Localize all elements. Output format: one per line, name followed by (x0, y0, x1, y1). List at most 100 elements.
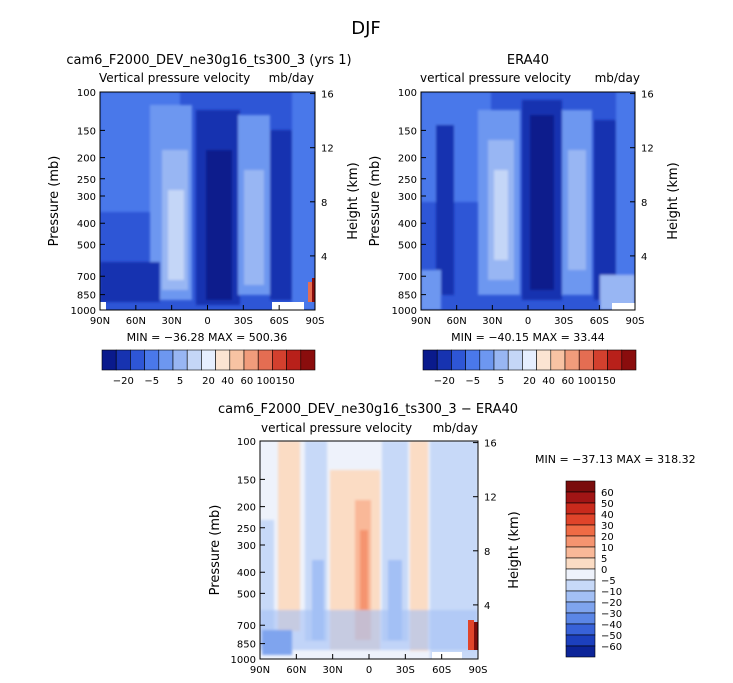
p3-missing-sh (432, 652, 462, 659)
colorbar-swatch (565, 535, 596, 548)
right-tick-label: 16 (641, 90, 654, 101)
x-tick-label: 30S (554, 316, 573, 327)
colorbar-label: 60 (561, 376, 574, 387)
y-tick-label: 150 (398, 126, 417, 137)
y-tick-label: 400 (237, 568, 256, 579)
p2-band-low-nh (421, 270, 441, 310)
x-tick-label: 60N (126, 316, 146, 327)
colorbar-swatch (565, 579, 596, 592)
right-tick-label: 8 (484, 547, 490, 558)
colorbar-swatch (565, 480, 596, 493)
colorbar-swatch (507, 349, 523, 371)
x-tick-label: 60S (270, 316, 289, 327)
y-tick-label: 850 (398, 291, 417, 302)
colorbar-label: −5 (144, 376, 159, 387)
y-tick-label: 100 (237, 437, 256, 448)
colorbar-swatch (465, 349, 481, 371)
y-tick-label: 250 (398, 175, 417, 186)
panel-era40-ylabel: Pressure (mb) (368, 156, 383, 247)
right-tick-label: 4 (484, 601, 490, 612)
y-tick-label: 850 (237, 640, 256, 651)
colorbar-swatch (607, 349, 623, 371)
x-tick-label: 90N (90, 316, 110, 327)
colorbar-label: 20 (523, 376, 536, 387)
panel-diff-ylabel-right: Height (km) (507, 511, 522, 588)
p1-missing-nh (100, 302, 106, 310)
colorbar-label: 20 (202, 376, 215, 387)
panel-model-y-ticks: 100 150 200 250 300 400 500 700 850 1000 (71, 88, 105, 317)
colorbar-label: 5 (601, 554, 607, 565)
p1-band-low-nh (100, 262, 160, 302)
colorbar-swatch (565, 546, 596, 559)
y-tick-label: 1000 (71, 306, 96, 317)
y-tick-label: 700 (398, 272, 417, 283)
colorbar-swatch (158, 349, 174, 371)
colorbar-swatch (422, 349, 438, 371)
panel-diff-subtitle-right: mb/day (433, 421, 478, 435)
y-tick-label: 200 (398, 154, 417, 165)
colorbar-swatch (565, 568, 596, 581)
p2-missing-sh (612, 303, 635, 310)
x-tick-label: 0 (525, 316, 531, 327)
colorbar-label: 40 (601, 510, 614, 521)
y-tick-label: 400 (398, 219, 417, 230)
panel-era40-plot-area (421, 92, 635, 310)
p1-missing-sh (272, 302, 304, 310)
x-tick-label: 30N (162, 316, 182, 327)
colorbar-swatch (243, 349, 259, 371)
p3-max-cell-1 (468, 620, 474, 650)
colorbar-label: 50 (601, 499, 614, 510)
x-tick-label: 0 (204, 316, 210, 327)
colorbar-label: 0 (601, 565, 607, 576)
colorbar-label: 60 (240, 376, 253, 387)
panel-model-ylabel: Pressure (mb) (47, 156, 62, 247)
colorbar-label: 10 (601, 543, 614, 554)
colorbar-label: −30 (601, 609, 622, 620)
panel-diff-stats: MIN = −37.13 MAX = 318.32 (535, 453, 696, 466)
colorbar-swatch (565, 634, 596, 647)
panel-diff: cam6_F2000_DEV_ne30g16_ts300_3 − ERA40 v… (208, 402, 696, 676)
y-tick-label: 300 (77, 192, 96, 203)
panel-diff-y-ticks: 100 150 200 250 300 400 500 700 850 1000 (231, 437, 265, 666)
colorbar-label: −5 (601, 576, 616, 587)
figure-title: DJF (351, 18, 381, 39)
right-tick-label: 16 (484, 439, 497, 450)
colorbar-label: −10 (601, 587, 622, 598)
colorbar-label: 150 (597, 376, 616, 387)
colorbar-swatch (565, 502, 596, 515)
colorbar-label: −40 (601, 620, 622, 631)
x-tick-label: 90N (250, 665, 270, 676)
panel-era40-ylabel-right: Height (km) (666, 162, 681, 239)
panel-diff-x-ticks: 90N 60N 30N 0 30S 60S 90S (250, 654, 488, 676)
colorbar-swatch (565, 601, 596, 614)
colorbar-swatch (550, 349, 566, 371)
colorbar-swatch (436, 349, 452, 371)
x-tick-label: 30S (234, 316, 253, 327)
p3-band-low-deep (262, 630, 292, 655)
p1-band-30s-core (244, 170, 264, 285)
y-tick-label: 1000 (231, 655, 256, 666)
colorbar-swatch (451, 349, 466, 371)
colorbar-label: −60 (601, 642, 622, 653)
colorbar-swatch (493, 349, 509, 371)
x-tick-label: 30N (482, 316, 502, 327)
colorbar-swatch (565, 491, 596, 504)
y-tick-label: 850 (77, 291, 96, 302)
panel-diff-title: cam6_F2000_DEV_ne30g16_ts300_3 − ERA40 (218, 402, 518, 417)
x-tick-label: 90S (468, 665, 487, 676)
x-tick-label: 90S (625, 316, 644, 327)
y-tick-label: 250 (77, 175, 96, 186)
y-tick-label: 250 (237, 524, 256, 535)
colorbar-swatch (101, 349, 117, 371)
panel-model-title: cam6_F2000_DEV_ne30g16_ts300_3 (yrs 1) (66, 53, 351, 68)
colorbar-label: −20 (601, 598, 622, 609)
x-tick-label: 60S (432, 665, 451, 676)
panel-era40: ERA40 vertical pressure velocity mb/day (368, 53, 681, 387)
colorbar-swatch (130, 349, 145, 371)
panel-model-right-ticks: 16 12 8 4 (310, 90, 334, 263)
colorbar-swatch (272, 349, 287, 371)
p2-band-nh-mid (436, 125, 454, 295)
colorbar-swatch (565, 623, 596, 636)
right-tick-label: 4 (641, 252, 647, 263)
